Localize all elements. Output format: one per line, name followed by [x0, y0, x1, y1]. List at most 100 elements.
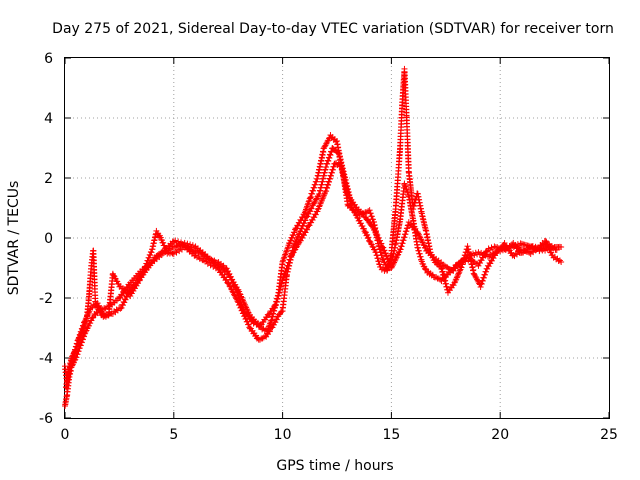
data-point — [110, 272, 117, 279]
data-point — [433, 274, 440, 281]
data-point — [477, 260, 484, 267]
data-point — [284, 245, 291, 252]
data-point — [225, 280, 232, 287]
data-point — [292, 226, 299, 233]
data-point — [367, 210, 374, 217]
data-point — [307, 193, 314, 200]
data-point — [87, 320, 94, 327]
plot-frame — [64, 57, 610, 419]
data-point — [402, 183, 409, 190]
data-point — [310, 187, 317, 194]
data-point — [291, 229, 298, 236]
axis-ticks — [64, 57, 610, 419]
chart-title: Day 275 of 2021, Sidereal Day-to-day VTE… — [52, 21, 614, 37]
data-point — [324, 160, 331, 167]
y-tick-label: -6 — [39, 411, 53, 427]
grid — [65, 58, 609, 418]
data-point — [324, 138, 331, 145]
data-point — [89, 314, 96, 321]
x-tick-label: 15 — [382, 427, 400, 443]
data-point — [242, 303, 249, 310]
data-point — [143, 260, 150, 267]
data-point — [366, 207, 373, 214]
data-point — [187, 241, 194, 248]
data-point — [73, 354, 80, 361]
data-point — [283, 248, 290, 255]
data-point — [146, 254, 153, 261]
data-point — [301, 209, 308, 216]
data-point — [267, 320, 274, 327]
data-point — [320, 144, 327, 151]
data-point — [112, 275, 119, 282]
x-tick-label: 0 — [61, 427, 70, 443]
data-point — [85, 322, 92, 329]
data-point — [160, 239, 167, 246]
data-points — [62, 65, 565, 409]
data-point — [281, 252, 288, 259]
data-point — [245, 321, 252, 328]
data-point — [435, 275, 442, 282]
data-point — [88, 317, 95, 324]
data-point — [223, 276, 230, 283]
data-point — [270, 321, 277, 328]
data-point — [279, 258, 286, 265]
y-tick-label: 4 — [44, 111, 53, 127]
data-point — [81, 333, 88, 340]
y-tick-label: 0 — [44, 231, 53, 247]
x-axis-tick-labels: 0 5 10 15 20 25 — [61, 427, 618, 443]
x-tick-label: 25 — [600, 427, 618, 443]
data-point — [312, 181, 319, 188]
data-point — [210, 263, 217, 270]
data-point — [77, 342, 84, 349]
y-tick-label: -4 — [39, 351, 53, 367]
data-point — [229, 288, 236, 295]
y-axis-tick-labels: -6 -4 -2 0 2 4 6 — [39, 51, 53, 427]
data-point — [259, 335, 266, 342]
data-point — [313, 178, 320, 185]
data-point — [290, 232, 297, 239]
data-point — [558, 244, 565, 250]
data-point — [517, 240, 524, 247]
data-point — [421, 265, 428, 272]
data-point — [148, 249, 155, 256]
data-point — [256, 336, 263, 343]
data-point — [307, 194, 314, 201]
data-point — [287, 237, 294, 244]
data-point — [311, 184, 318, 191]
data-point — [305, 198, 312, 205]
x-tick-label: 5 — [169, 427, 178, 443]
data-point — [273, 316, 280, 323]
data-point — [266, 328, 273, 335]
data-point — [269, 324, 276, 331]
data-point — [176, 248, 183, 255]
data-point — [82, 328, 89, 335]
x-tick-label: 20 — [491, 427, 509, 443]
data-point — [272, 319, 279, 326]
y-tick-label: 6 — [44, 51, 53, 67]
y-tick-label: -2 — [39, 291, 53, 307]
data-point — [308, 190, 315, 197]
data-point — [321, 143, 328, 150]
data-point — [280, 255, 287, 262]
data-point — [518, 240, 525, 247]
data-point — [78, 339, 85, 346]
y-tick-label: 2 — [44, 171, 53, 187]
data-point — [323, 140, 330, 147]
data-point — [282, 251, 289, 258]
data-point — [177, 245, 184, 252]
data-point — [369, 216, 376, 223]
data-point — [173, 249, 180, 256]
x-tick-label: 10 — [274, 427, 292, 443]
data-point — [228, 285, 235, 292]
data-point — [286, 240, 293, 247]
data-point — [368, 213, 375, 220]
data-point — [226, 283, 233, 290]
data-point — [232, 294, 239, 301]
data-point — [170, 251, 177, 258]
y-axis-label: SDTVAR / TECUs — [6, 181, 22, 296]
x-axis-label: GPS time / hours — [276, 458, 393, 474]
data-point — [76, 345, 83, 352]
data-point — [145, 257, 152, 264]
data-point — [289, 235, 296, 242]
